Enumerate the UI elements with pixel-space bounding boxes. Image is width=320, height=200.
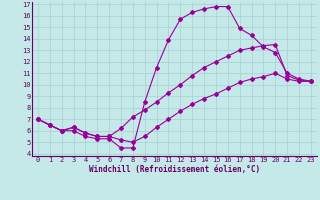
X-axis label: Windchill (Refroidissement éolien,°C): Windchill (Refroidissement éolien,°C) [89, 165, 260, 174]
